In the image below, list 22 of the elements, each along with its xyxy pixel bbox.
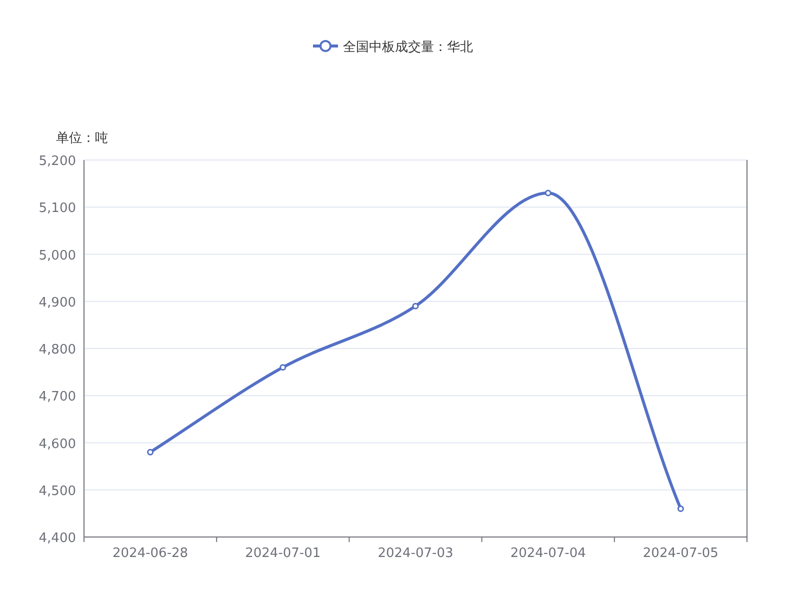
x-tick-label: 2024-07-03 [378, 546, 454, 561]
x-tick-label: 2024-07-05 [642, 546, 718, 561]
y-tick-label: 4,500 [38, 484, 76, 499]
y-tick-label: 5,200 [38, 154, 76, 169]
point [412, 302, 419, 310]
y-tick-label: 4,400 [38, 531, 76, 546]
point [544, 190, 552, 196]
point [280, 364, 286, 371]
point [147, 448, 154, 456]
y-tick-label: 5,100 [38, 201, 76, 216]
y-tick-label: 4,900 [38, 295, 76, 310]
legend: 全国中板成交量：华北 [313, 40, 473, 55]
y-tick-label: 4,800 [38, 342, 76, 358]
y-tick-label: 4,700 [38, 390, 76, 405]
x-tick-label: 2024-07-01 [245, 546, 321, 561]
y-tick-label: 5,000 [38, 248, 76, 264]
point [677, 505, 684, 512]
y-tick-label: 4,600 [38, 436, 76, 452]
x-tick-label: 2024-07-04 [510, 546, 586, 561]
x-tick-label: 2024-06-28 [112, 546, 188, 561]
legend-label: 全国中板成交量：华北 [343, 39, 473, 55]
y-axis-title: 单位：吨 [56, 131, 108, 146]
